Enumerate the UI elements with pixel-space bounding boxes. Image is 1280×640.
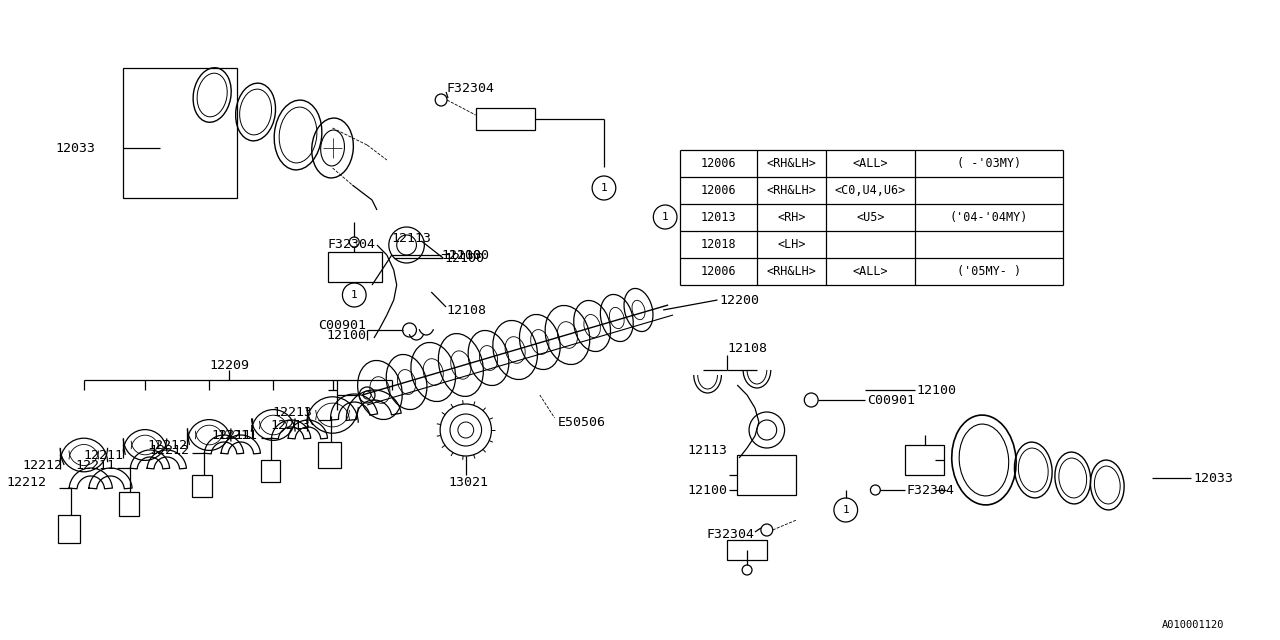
Text: 12212: 12212: [147, 438, 187, 451]
Text: <RH>: <RH>: [777, 211, 805, 224]
Text: 12213: 12213: [271, 419, 311, 431]
Text: 12113: 12113: [687, 444, 727, 456]
Text: <U5>: <U5>: [856, 211, 884, 224]
Bar: [317, 442, 342, 468]
Text: 12100: 12100: [442, 248, 481, 262]
Text: 1: 1: [662, 212, 668, 222]
Text: ('04-'04MY): ('04-'04MY): [950, 211, 1028, 224]
Text: 12033: 12033: [56, 141, 96, 154]
Text: 12209: 12209: [209, 358, 250, 371]
Text: 12006: 12006: [700, 157, 736, 170]
Text: 12212: 12212: [22, 458, 63, 472]
Text: 12108: 12108: [445, 303, 486, 317]
Text: 12006: 12006: [700, 265, 736, 278]
Text: 12211: 12211: [211, 429, 252, 442]
Text: 12018: 12018: [700, 238, 736, 251]
Text: <RH&LH>: <RH&LH>: [767, 265, 817, 278]
Text: 12200: 12200: [719, 294, 759, 307]
Text: F32304: F32304: [908, 483, 955, 497]
Text: 12100: 12100: [326, 328, 366, 342]
Bar: [476, 108, 535, 130]
Text: 12211: 12211: [218, 429, 257, 442]
Bar: [328, 252, 381, 282]
Text: ( -'03MY): ( -'03MY): [956, 157, 1021, 170]
Bar: [192, 475, 212, 497]
Text: 12033: 12033: [1193, 472, 1233, 484]
Text: <ALL>: <ALL>: [852, 157, 888, 170]
Bar: [737, 455, 796, 495]
Text: <RH&LH>: <RH&LH>: [767, 184, 817, 197]
Text: C00901: C00901: [319, 319, 366, 332]
Text: 12213: 12213: [273, 406, 312, 419]
Text: 12113: 12113: [392, 232, 431, 244]
Text: 12100: 12100: [916, 383, 957, 397]
Text: A010001120: A010001120: [1161, 620, 1224, 630]
Text: 12013: 12013: [700, 211, 736, 224]
Text: <LH>: <LH>: [777, 238, 805, 251]
Text: F32304: F32304: [707, 529, 755, 541]
Text: 12211: 12211: [76, 458, 115, 472]
Text: 12006: 12006: [700, 184, 736, 197]
Text: F32304: F32304: [328, 237, 375, 250]
Text: <C0,U4,U6>: <C0,U4,U6>: [835, 184, 906, 197]
Bar: [58, 515, 79, 543]
Bar: [123, 68, 237, 198]
Text: <ALL>: <ALL>: [852, 265, 888, 278]
Text: E50506: E50506: [558, 415, 605, 429]
Text: 12211: 12211: [83, 449, 123, 461]
Text: 12108: 12108: [727, 342, 767, 355]
Text: 13021: 13021: [448, 476, 488, 488]
Text: 12100: 12100: [444, 252, 484, 264]
Text: 1: 1: [842, 505, 849, 515]
Text: 12100: 12100: [687, 483, 727, 497]
Text: ─12100: ─12100: [442, 248, 489, 262]
Bar: [119, 492, 140, 516]
Text: ('05MY- ): ('05MY- ): [956, 265, 1021, 278]
Text: <RH&LH>: <RH&LH>: [767, 157, 817, 170]
Text: C00901: C00901: [868, 394, 915, 406]
Text: F32304: F32304: [445, 81, 494, 95]
Bar: [261, 460, 280, 482]
Text: 1: 1: [351, 290, 357, 300]
Text: 12212: 12212: [150, 444, 189, 456]
Text: 1: 1: [600, 183, 607, 193]
Bar: [905, 445, 945, 475]
Text: 12212: 12212: [6, 476, 46, 488]
Bar: [727, 540, 767, 560]
